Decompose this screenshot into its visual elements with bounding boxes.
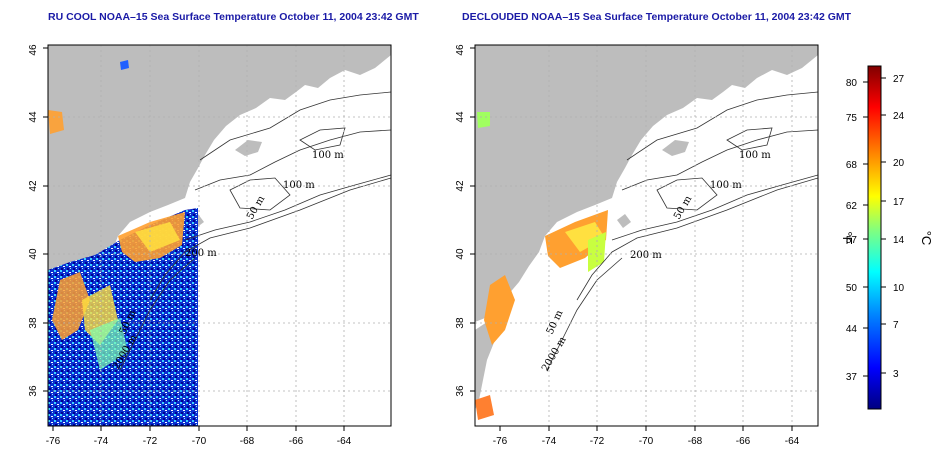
x-tick-label: -70 [192, 436, 207, 447]
y-axis: 36 38 40 42 44 46 [455, 44, 475, 397]
x-tick-label: -68 [240, 436, 255, 447]
y-axis: 36 38 40 42 44 46 [28, 44, 48, 397]
colorbar-c-tick: 24 [893, 111, 905, 122]
x-axis: -76 -74 -72 -70 -68 -66 -64 [493, 426, 800, 447]
x-tick-label: -64 [337, 436, 352, 447]
map-area: 100 m 100 m 50 m 200 m 50 m 2000 m [475, 45, 818, 426]
land-mass [475, 45, 818, 322]
colorbar-f-tick: 62 [846, 201, 858, 212]
x-tick-label: -66 [736, 436, 751, 447]
colorbar-f-tick: 37 [846, 372, 858, 383]
x-tick-label: -70 [639, 436, 654, 447]
colorbar-c-tick: 20 [893, 158, 905, 169]
plot-frame [47, 44, 392, 427]
map-area: 100 m 100 m 50 m 200 m 50 m 2000 m [48, 45, 391, 426]
contour-label: 200 m [185, 248, 217, 259]
colorbar-c-tick: 3 [893, 369, 899, 380]
y-tick-label: 46 [455, 44, 466, 56]
y-tick-label: 46 [28, 44, 39, 56]
contour-label: 100 m [312, 150, 344, 161]
colorbar-f-tick: 80 [846, 78, 858, 89]
x-tick-label: -72 [143, 436, 158, 447]
colorbar-c-tick: 10 [893, 283, 905, 294]
contour-label: 100 m [739, 150, 771, 161]
y-tick-label: 40 [455, 248, 466, 260]
colorbar-f-tick: 50 [846, 283, 858, 294]
contour-lines [119, 91, 391, 371]
x-tick-label: -76 [46, 436, 61, 447]
x-axis: -76 -74 -72 -70 -68 -66 -64 [46, 426, 352, 447]
x-tick-label: -74 [94, 436, 109, 447]
panel-right: DECLOUDED NOAA–15 Sea Surface Temperatur… [455, 11, 852, 447]
x-tick-label: -72 [590, 436, 605, 447]
y-tick-label: 40 [28, 248, 39, 260]
colorbar-celsius-label: °C [919, 231, 934, 246]
contour-lines [546, 91, 818, 371]
panel-title: RU COOL NOAA–15 Sea Surface Temperature … [48, 11, 419, 23]
colorbar-c-tick: 7 [893, 320, 899, 331]
panel-left: RU COOL NOAA–15 Sea Surface Temperature … [28, 11, 419, 447]
y-tick-label: 44 [455, 111, 466, 123]
grid [475, 45, 818, 426]
land-mass [48, 45, 391, 322]
y-tick-label: 38 [455, 317, 466, 329]
x-tick-label: -64 [785, 436, 800, 447]
colorbar-c-tick: 27 [893, 74, 905, 85]
y-tick-label: 36 [455, 385, 466, 397]
colorbar-f-tick: 75 [846, 113, 858, 124]
contour-label: 100 m [283, 180, 315, 191]
x-tick-label: -76 [493, 436, 508, 447]
colorbar-f-tick: 68 [846, 160, 858, 171]
y-tick-label: 38 [28, 317, 39, 329]
colorbar-gradient [867, 65, 882, 410]
colorbar-f-tick: 57 [846, 235, 858, 246]
x-tick-label: -74 [542, 436, 557, 447]
y-tick-label: 42 [28, 180, 39, 192]
colorbar-fahrenheit-label: °F [840, 231, 855, 244]
contour-label: 100 m [710, 180, 742, 191]
x-tick-label: -68 [688, 436, 703, 447]
contour-label: 200 m [630, 250, 662, 261]
colorbar-f-tick: 44 [846, 324, 858, 335]
panel-title: DECLOUDED NOAA–15 Sea Surface Temperatur… [462, 11, 852, 23]
y-tick-label: 44 [28, 111, 39, 123]
grid [48, 45, 391, 426]
y-tick-label: 42 [455, 180, 466, 192]
colorbar: 80 75 68 62 57 50 44 37 27 24 20 17 14 1… [840, 65, 934, 410]
sst-swath [48, 208, 198, 426]
colorbar-c-tick: 14 [893, 235, 905, 246]
x-tick-label: -66 [289, 436, 304, 447]
y-tick-label: 36 [28, 385, 39, 397]
colorbar-c-tick: 17 [893, 197, 905, 208]
